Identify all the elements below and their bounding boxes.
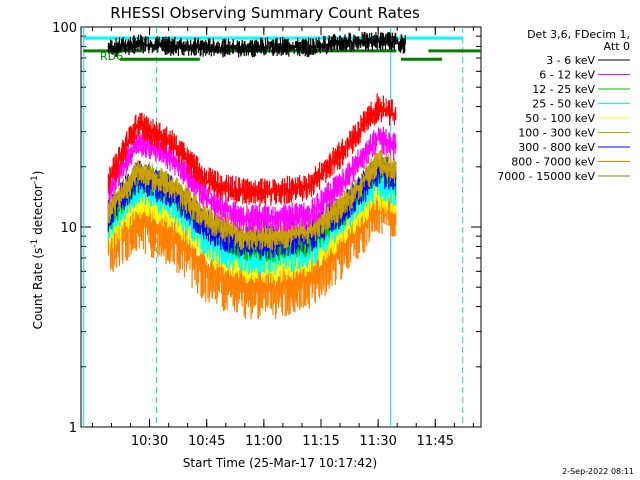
legend-label: 50 - 100 keV [525,112,595,125]
legend-header-line1: Det 3,6, FDecim 1, [527,28,630,41]
legend-label: 300 - 800 keV [518,141,595,154]
footer-date: 2-Sep-2022 08:11 [562,467,634,476]
series-red [107,93,397,206]
series-band-path [107,31,406,58]
y-tick-label: 100 [52,21,77,36]
series-band-path [107,93,397,206]
x-ticks: 10:30 10:45 11:00 11:15 11:30 11:45 [91,27,474,449]
x-tick-label: 11:30 [359,434,396,449]
x-tick-label: 11:00 [245,434,282,449]
y-axis-label: Count Rate (s-1 detector-1) [30,171,45,330]
series-group [83,27,481,427]
legend-label: 6 - 12 keV [539,69,595,82]
series-6-12-kev [107,126,397,233]
x-axis-label: Start Time (25-Mar-17 10:17:42) [183,456,377,470]
series-3-6-kev [107,31,406,58]
legend-label: 100 - 300 keV [518,127,595,140]
legend-label: 12 - 25 keV [532,83,595,96]
legend-header-line2: Att 0 [604,40,630,53]
legend-label: 800 - 7000 keV [511,156,595,169]
series-band-path [107,126,397,233]
legend-label: 7000 - 15000 keV [497,170,595,183]
series-100-300-kev [107,150,397,251]
x-tick-label: 10:30 [131,434,168,449]
x-tick-label: 10:45 [188,434,225,449]
chart-title: RHESSI Observing Summary Count Rates [110,4,420,22]
y-tick-label: 10 [60,221,77,236]
y-tick-label: 1 [69,421,77,436]
x-tick-label: 11:15 [302,434,339,449]
legend-label: 25 - 50 keV [532,98,595,111]
series-band-path [107,150,397,251]
legend-label: 3 - 6 keV [546,54,595,67]
rd6-label: RD6 [100,50,123,63]
x-tick-label: 11:45 [417,434,454,449]
